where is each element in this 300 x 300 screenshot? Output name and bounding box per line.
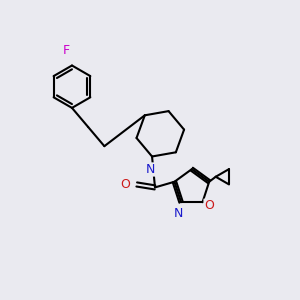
Text: N: N <box>173 208 183 220</box>
Text: O: O <box>120 178 130 191</box>
Text: F: F <box>63 44 70 57</box>
Text: O: O <box>204 199 214 212</box>
Text: N: N <box>146 163 155 176</box>
